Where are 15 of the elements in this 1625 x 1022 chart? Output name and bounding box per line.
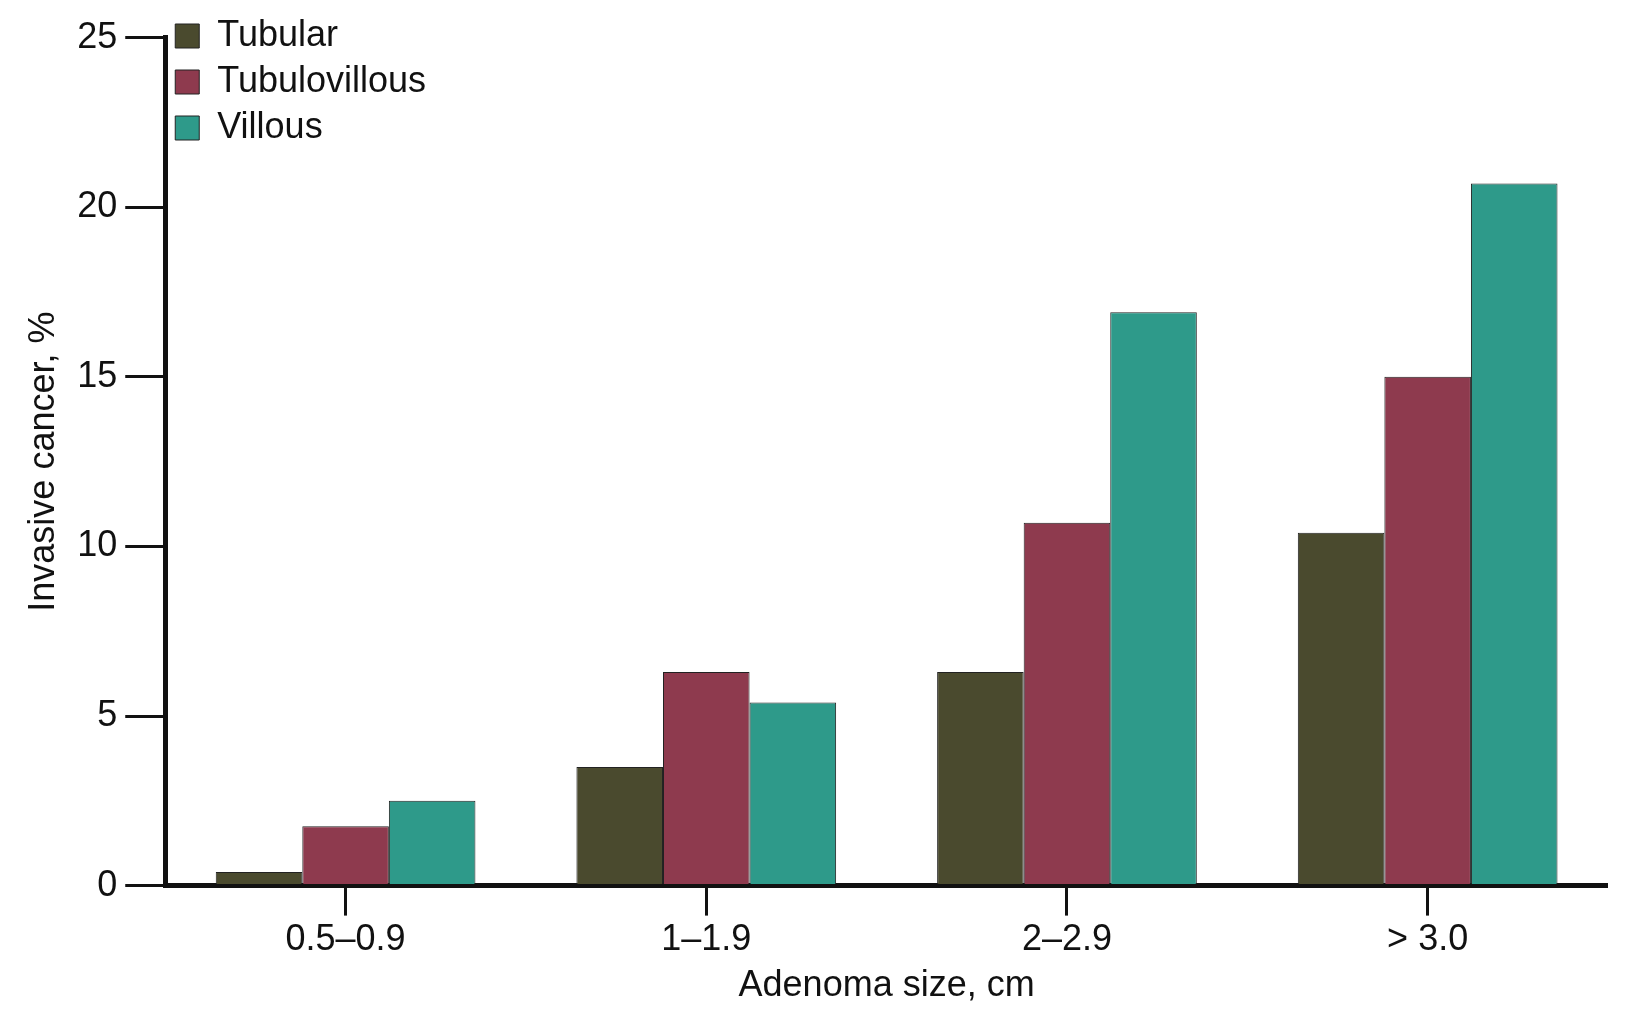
legend-label: Tubulovillous	[217, 58, 427, 100]
x-axis-title: Adenoma size, cm	[738, 963, 1035, 1005]
y-tick-label: 0	[97, 862, 118, 904]
x-tick-label: 0.5–0.9	[285, 917, 406, 959]
x-tick-label: > 3.0	[1387, 917, 1469, 959]
y-axis-title: Invasive cancer, %	[20, 311, 62, 612]
legend-label: Villous	[217, 104, 323, 146]
x-tick-label: 1–1.9	[661, 917, 752, 959]
y-tick-label: 20	[77, 184, 118, 226]
y-tick-label: 25	[77, 14, 118, 56]
y-tick-label: 15	[77, 353, 118, 395]
legend-label: Tubular	[217, 12, 338, 54]
y-tick-label: 10	[77, 523, 118, 565]
y-tick-label: 5	[97, 692, 118, 734]
x-tick-label: 2–2.9	[1021, 917, 1113, 959]
